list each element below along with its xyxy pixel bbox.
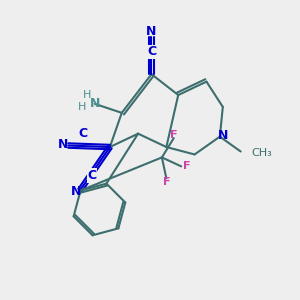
Text: N: N [218, 129, 229, 142]
Text: F: F [170, 130, 178, 140]
Text: F: F [163, 177, 170, 188]
Text: N: N [70, 185, 81, 198]
Text: C: C [88, 169, 97, 182]
Text: F: F [183, 161, 191, 171]
Text: C: C [147, 45, 156, 58]
Text: H: H [82, 90, 91, 100]
Text: C: C [79, 128, 88, 140]
Text: CH₃: CH₃ [251, 148, 272, 158]
Text: H: H [78, 102, 87, 112]
Text: N: N [58, 138, 68, 151]
Text: N: N [90, 98, 100, 110]
Text: N: N [146, 25, 157, 38]
